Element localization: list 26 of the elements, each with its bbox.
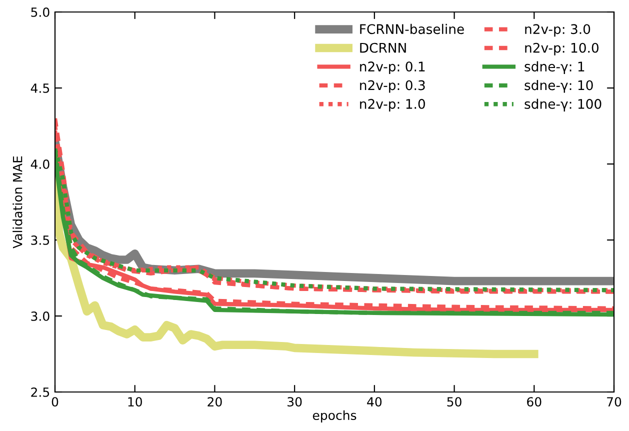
- x-tick-label: 10: [128, 397, 142, 407]
- y-tick-label: 4.5: [30, 84, 50, 93]
- legend-label: sdne-γ: 10: [524, 80, 593, 93]
- x-tick-label: 40: [367, 397, 382, 407]
- y-tick-label: 4.0: [30, 159, 50, 169]
- x-axis-title: epochs: [312, 410, 356, 422]
- legend-label: n2v-p: 0.1: [360, 62, 425, 74]
- y-tick-label: 3.0: [31, 311, 50, 321]
- y-tick-label: 3.5: [31, 235, 50, 245]
- legend-label: n2v-p: 10.0: [525, 42, 598, 56]
- legend-label: DCRNN: [360, 42, 406, 53]
- legend-label: n2v-p: 3.0: [525, 24, 590, 37]
- legend-label: sdne-γ: 100: [524, 98, 602, 112]
- legend-label: FCRNN-baseline: [360, 24, 464, 34]
- y-tick-label: 2.5: [31, 387, 50, 397]
- x-tick-label: 70: [607, 397, 622, 407]
- legend-label: n2v-p: 0.3: [360, 80, 425, 93]
- x-tick-label: 60: [527, 397, 542, 407]
- y-axis-title: Validation MAE: [12, 156, 22, 248]
- legend-label: sdne-γ: 1: [524, 61, 584, 74]
- x-tick-label: 20: [208, 397, 222, 407]
- y-tick-label: 5.0: [31, 7, 50, 17]
- legend-label: n2v-p: 1.0: [360, 98, 425, 112]
- x-tick-label: 0: [52, 397, 58, 407]
- x-tick-label: 30: [288, 397, 302, 407]
- x-tick-label: 50: [447, 397, 462, 407]
